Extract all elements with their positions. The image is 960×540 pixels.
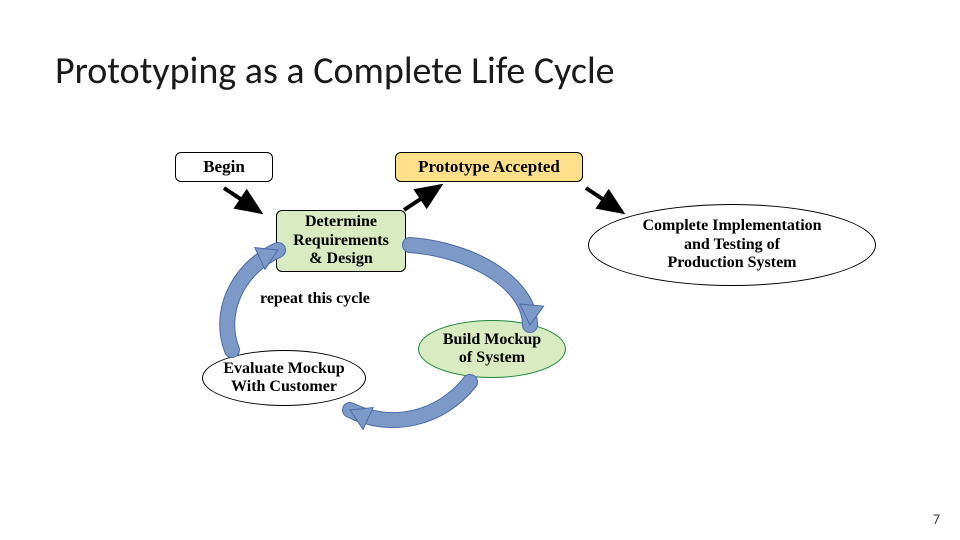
cycle-label: repeat this cycle — [260, 290, 370, 308]
arrow-accepted-to-complete — [586, 188, 622, 212]
node-prototype-accepted: Prototype Accepted — [395, 152, 583, 182]
node-complete-label: Complete Implementationand Testing ofPro… — [642, 217, 821, 272]
node-determine-label: DetermineRequirements& Design — [293, 213, 389, 268]
node-evaluate-mockup: Evaluate MockupWith Customer — [202, 350, 366, 406]
cycle-arrow-build-to-evaluate — [350, 382, 470, 420]
small-arrows — [224, 186, 622, 212]
cycle-arrowhead-evaluate-to-determine — [255, 248, 278, 270]
node-determine-requirements: DetermineRequirements& Design — [276, 210, 406, 272]
cycle-arrow-build-to-evaluate — [350, 382, 470, 420]
node-begin-label: Begin — [203, 157, 245, 177]
cycle-arrowhead-build-to-evaluate — [350, 408, 373, 430]
cycle-arrow-determine-to-build — [410, 245, 530, 325]
node-complete-implementation: Complete Implementationand Testing ofPro… — [588, 204, 876, 286]
node-begin: Begin — [175, 152, 273, 182]
page-title: Prototyping as a Complete Life Cycle — [55, 48, 615, 94]
node-build-label: Build Mockupof System — [443, 331, 541, 368]
node-build-mockup: Build Mockupof System — [418, 320, 566, 378]
arrow-determine-to-accepted — [404, 186, 440, 210]
arrow-begin-to-determine — [224, 188, 260, 212]
node-evaluate-label: Evaluate MockupWith Customer — [223, 360, 344, 397]
node-accepted-label: Prototype Accepted — [418, 157, 560, 177]
page-number: 7 — [933, 511, 940, 528]
cycle-arrow-determine-to-build — [410, 245, 530, 325]
